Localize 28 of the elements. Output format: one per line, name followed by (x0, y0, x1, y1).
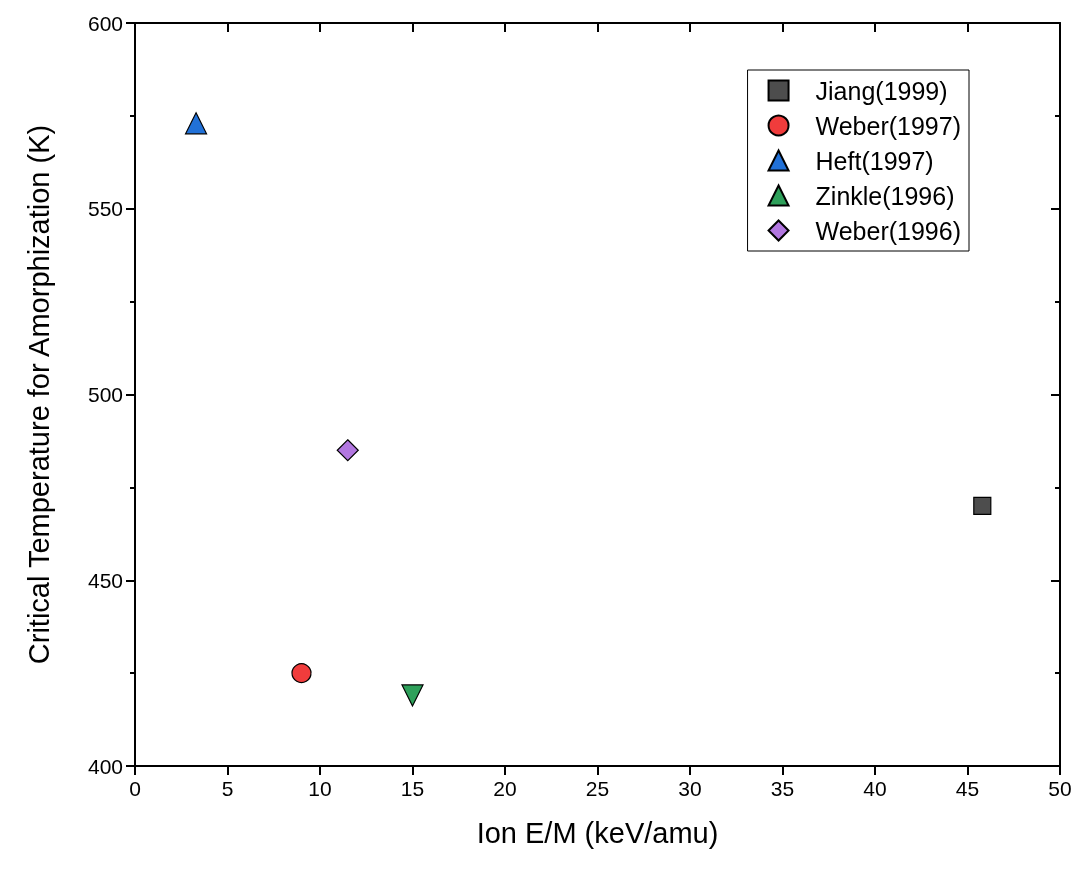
y-tick-label: 550 (87, 197, 123, 221)
x-tick-label: 40 (863, 777, 887, 800)
x-tick-label: 35 (770, 777, 795, 800)
y-tick-label: 400 (87, 754, 123, 778)
point (401, 684, 424, 707)
x-tick-label: 5 (221, 777, 234, 800)
x-tick-label: 45 (955, 777, 980, 800)
y-axis-title: Critical Temperature for Amorphization (K) (22, 124, 55, 665)
point (184, 112, 208, 135)
x-tick-label: 30 (678, 777, 702, 800)
point (336, 439, 359, 462)
legend-label: Heft(1997) (815, 146, 934, 175)
x-tick-label: 15 (400, 777, 425, 800)
legend-label: Zinkle(1996) (815, 181, 955, 210)
x-tick-label: 50 (1048, 777, 1072, 800)
legend-label: Jiang(1999) (815, 76, 948, 105)
legend-label: Weber(1996) (815, 216, 962, 245)
x-tick-label: 20 (493, 777, 517, 800)
point (291, 663, 312, 684)
y-tick-label: 600 (87, 11, 123, 35)
point (973, 496, 992, 516)
x-tick-label: 25 (585, 777, 610, 800)
y-tick-label: 500 (87, 383, 123, 406)
y-tick-label: 450 (87, 568, 123, 592)
x-tick-label: 10 (308, 777, 332, 800)
x-tick-label: 0 (129, 777, 141, 800)
x-axis-title: Ion E/M (keV/amu) (476, 816, 719, 849)
legend-label: Weber(1997) (815, 111, 962, 140)
